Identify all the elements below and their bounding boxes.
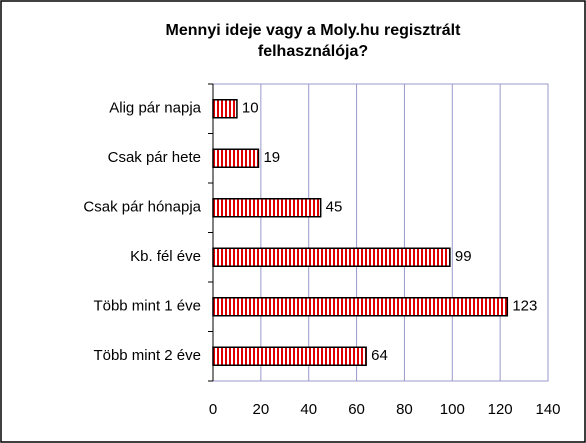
y-tick-label: Csak pár hete [108, 149, 201, 166]
data-label: 10 [242, 100, 259, 117]
data-label: 64 [371, 347, 388, 364]
bar [212, 99, 238, 119]
x-tick-label: 100 [440, 401, 465, 418]
y-tick-label: Alig pár napja [109, 100, 201, 117]
x-tick-label: 0 [209, 401, 217, 418]
bar [212, 346, 367, 366]
data-label: 45 [326, 199, 343, 216]
data-label: 99 [455, 248, 472, 265]
plot-area [212, 83, 549, 382]
bar [212, 148, 260, 168]
x-tick-label: 60 [348, 401, 365, 418]
bar [212, 247, 451, 267]
bar [212, 297, 509, 317]
x-tick-label: 80 [396, 401, 413, 418]
y-tick-label: Kb. fél éve [130, 248, 201, 265]
y-tick-label: Csak pár hónapja [83, 199, 201, 216]
data-label: 123 [512, 298, 537, 315]
y-tick-label: Több mint 2 éve [93, 347, 201, 364]
y-tick-label: Több mint 1 éve [93, 298, 201, 315]
x-tick-label: 20 [253, 401, 270, 418]
data-label: 19 [263, 149, 280, 166]
x-tick-label: 120 [488, 401, 513, 418]
x-tick-label: 40 [300, 401, 317, 418]
bar [212, 198, 322, 218]
chart-title: Mennyi ideje vagy a Moly.hu regisztrált … [165, 22, 461, 60]
x-tick-label: 140 [535, 401, 560, 418]
